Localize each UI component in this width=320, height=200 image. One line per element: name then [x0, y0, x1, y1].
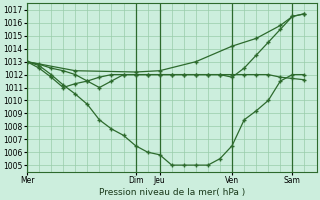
X-axis label: Pression niveau de la mer( hPa ): Pression niveau de la mer( hPa ) [99, 188, 245, 197]
